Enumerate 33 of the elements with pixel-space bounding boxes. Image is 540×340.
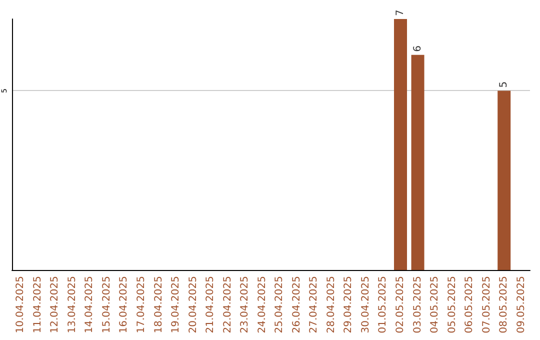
x-tick-label: 12.04.2025: [50, 276, 61, 334]
x-tick-label: 07.05.2025: [481, 276, 492, 334]
x-tick-label: 20.04.2025: [188, 276, 199, 334]
x-tick-label: 28.04.2025: [326, 276, 337, 334]
x-tick-label: 06.05.2025: [464, 276, 476, 334]
x-tick-label: 17.04.2025: [136, 276, 147, 334]
x-tick-label: 14.04.2025: [84, 276, 96, 334]
x-tick-label: 02.05.2025: [395, 276, 406, 334]
x-tick-label: 26.04.2025: [291, 276, 302, 334]
x-tick-label: 22.04.2025: [222, 276, 234, 334]
x-tick-label: 13.04.2025: [66, 276, 78, 334]
x-tick-label: 11.04.2025: [32, 276, 44, 334]
x-tick-label: 27.04.2025: [308, 276, 320, 334]
x-tick-label: 04.05.2025: [430, 276, 441, 334]
x-tick-label: 03.05.2025: [412, 276, 424, 334]
data-label: 5: [498, 81, 510, 88]
data-label: 6: [412, 45, 424, 52]
x-tick-label: 30.04.2025: [360, 276, 372, 334]
x-tick-label: 29.04.2025: [343, 276, 354, 334]
x-tick-label: 01.05.2025: [378, 276, 389, 334]
data-label: 7: [395, 10, 406, 16]
x-tick-label: 16.04.2025: [118, 276, 130, 334]
x-tick-label: 09.05.2025: [516, 276, 527, 334]
x-tick-label: 25.04.2025: [274, 276, 286, 334]
x-tick-label: 23.04.2025: [240, 276, 251, 334]
x-tick-label: 19.04.2025: [170, 276, 182, 334]
x-tick-label: 24.04.2025: [256, 276, 268, 334]
x-tick-label: 18.04.2025: [153, 276, 164, 334]
x-tick-label: 21.04.2025: [205, 276, 216, 334]
x-tick-label: 15.04.2025: [101, 276, 112, 334]
x-tick-label: 10.04.2025: [15, 276, 26, 334]
x-tick-label: 05.05.2025: [446, 276, 458, 334]
x-tick-label: 08.05.2025: [498, 276, 510, 334]
